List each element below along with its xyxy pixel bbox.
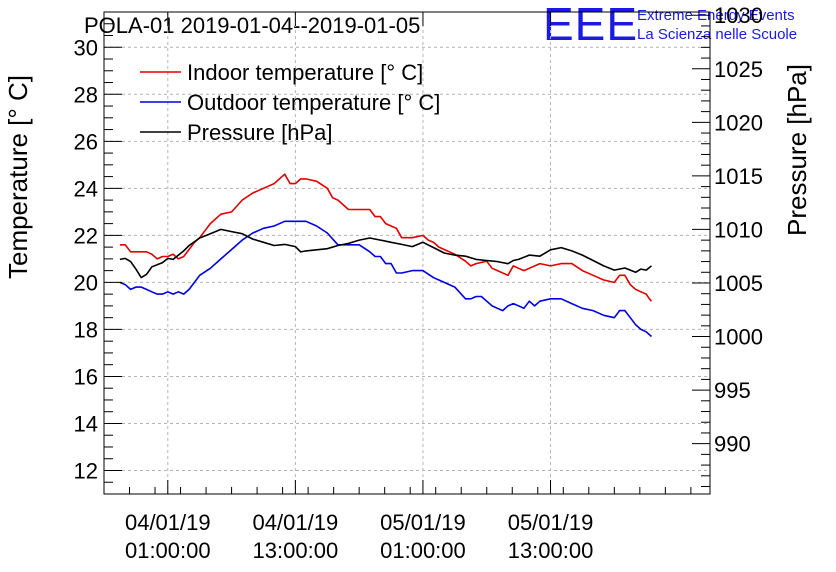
y-right-tick-label: 1010 [714,217,763,242]
brand-logo: EEE [543,0,638,50]
y-right-tick-label: 1015 [714,164,763,189]
y-left-tick-label: 24 [74,176,98,201]
y-right-tick-label: 995 [714,378,751,403]
grid [104,12,710,494]
series-line-2 [119,228,652,279]
y-left-tick-label: 30 [74,35,98,60]
y-right-axis-title: Pressure [hPa] [782,64,812,236]
brand-line-1: Extreme Energy Events [637,7,795,24]
x-tick-label-date: 05/01/19 [380,510,466,535]
brand-line-2: La Scienza nelle Scuole [637,26,797,43]
plot-frame [103,11,711,495]
legend: Indoor temperature [° C] Outdoor temperat… [140,60,440,145]
y-left-tick-label: 16 [74,364,98,389]
y-left-tick-label: 26 [74,129,98,154]
y-left-tick-label: 28 [74,82,98,107]
series-line-0 [119,173,653,302]
x-tick-label-date: 04/01/19 [253,510,339,535]
y-left-axis-title: Temperature [° C] [3,75,33,279]
y-left-tick-label: 18 [74,317,98,342]
chart-title: POLA-01 2019-01-04--2019-01-05 [84,13,420,38]
x-tick-label-time: 01:00:00 [125,538,211,563]
y-left-tick-label: 20 [74,270,98,295]
legend-label: Outdoor temperature [° C] [187,90,440,115]
series-lines [119,173,653,338]
x-tick-label-time: 13:00:00 [253,538,339,563]
axes: 04/01/19 01:00:00 04/01/19 13:00:00 05/01/19… [74,3,763,563]
x-tick-label-time: 13:00:00 [508,538,594,563]
y-left-tick-label: 12 [74,458,98,483]
x-tick-label-date: 05/01/19 [508,510,594,535]
x-tick-label-time: 01:00:00 [380,538,466,563]
y-right-tick-label: 1000 [714,325,763,350]
y-right-tick-label: 1030 [714,3,763,28]
series-line-1 [119,220,653,338]
legend-label: Pressure [hPa] [187,120,333,145]
y-left-tick-label: 14 [74,411,98,436]
y-right-tick-label: 990 [714,432,751,457]
y-right-tick-label: 1005 [714,271,763,296]
y-left-tick-label: 22 [74,223,98,248]
brand: EEE Extreme Energy Events La Scienza nel… [543,0,797,50]
y-right-tick-label: 1020 [714,110,763,135]
x-tick-label-date: 04/01/19 [125,510,211,535]
y-right-tick-label: 1025 [714,57,763,82]
legend-label: Indoor temperature [° C] [187,60,423,85]
